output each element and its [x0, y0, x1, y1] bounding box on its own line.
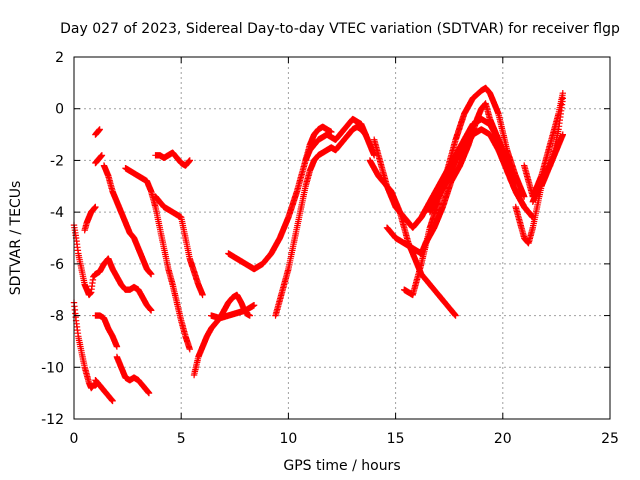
- series-arc-5: [92, 126, 103, 138]
- y-axis-label: SDTVAR / TECUs: [8, 181, 24, 296]
- y-axis-ticks: 2 0 -2 -4 -6 -8 -10 -12: [41, 50, 610, 428]
- x-tick-label: 20: [494, 431, 512, 447]
- y-tick-label: -10: [41, 360, 64, 376]
- plus-marker-trace: [426, 126, 536, 221]
- series-arc-15: [190, 291, 253, 379]
- plus-marker-trace: [208, 302, 258, 322]
- plus-marker-trace: [122, 165, 193, 353]
- series-arc-18: [272, 123, 369, 319]
- series-arc-11: [113, 353, 153, 397]
- plus-marker-trace: [100, 162, 155, 278]
- plot-frame: [73, 56, 611, 420]
- plus-marker-trace: [92, 312, 121, 350]
- x-tick-label: 25: [601, 431, 619, 447]
- plus-marker-trace: [105, 255, 155, 314]
- plus-marker-trace: [152, 149, 193, 169]
- x-axis-ticks: 0 5 10 15 20 25: [70, 57, 619, 447]
- x-tick-label: 15: [387, 431, 405, 447]
- series-arc-19: [302, 115, 378, 164]
- grid-lines: [74, 57, 610, 419]
- series-arc-14: [152, 193, 206, 299]
- series-arc-13: [152, 149, 193, 169]
- plus-marker-trace: [92, 152, 106, 167]
- x-tick-label: 0: [70, 431, 79, 447]
- series-arc-16: [208, 302, 258, 322]
- plus-marker-trace: [190, 291, 253, 379]
- series-arc-23: [401, 84, 528, 299]
- x-tick-label: 10: [279, 431, 297, 447]
- series-arc-10: [105, 255, 155, 314]
- y-tick-label: -8: [50, 309, 64, 325]
- series-arc-9: [100, 162, 155, 278]
- plus-marker-trace: [225, 123, 335, 273]
- plus-marker-trace: [401, 84, 528, 299]
- series-arc-27: [529, 131, 566, 205]
- series-arc-4: [92, 152, 106, 167]
- plus-marker-trace: [302, 115, 378, 164]
- y-tick-label: 2: [55, 50, 64, 66]
- y-tick-label: -6: [50, 257, 64, 273]
- y-tick-label: 0: [55, 102, 64, 118]
- plus-marker-trace: [92, 126, 103, 138]
- series-arc-7: [92, 377, 116, 405]
- chart-title: Day 027 of 2023, Sidereal Day-to-day VTE…: [60, 21, 620, 37]
- x-tick-label: 5: [177, 431, 186, 447]
- plus-marker-trace: [272, 123, 369, 319]
- y-tick-label: -12: [41, 412, 64, 428]
- data-marks: [70, 84, 566, 405]
- series-arc-6: [92, 312, 121, 350]
- series-arc-24: [426, 126, 536, 221]
- series-arc-12: [122, 165, 193, 353]
- series-arc-17: [225, 123, 335, 273]
- x-axis-label: GPS time / hours: [283, 458, 400, 474]
- series-arc-3: [81, 203, 99, 234]
- plus-marker-trace: [81, 203, 99, 234]
- y-tick-label: -4: [50, 205, 64, 221]
- plus-marker-trace: [92, 377, 116, 405]
- plus-marker-trace: [152, 193, 206, 299]
- y-tick-label: -2: [50, 153, 64, 169]
- plus-marker-trace: [113, 353, 153, 397]
- plus-marker-trace: [529, 131, 566, 205]
